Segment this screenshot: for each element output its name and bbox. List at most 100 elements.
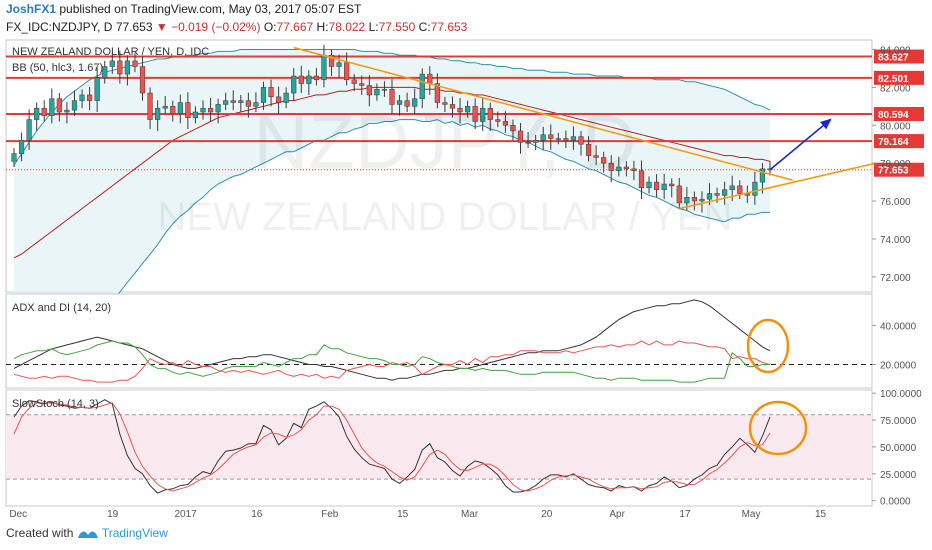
candle-body [533,140,539,143]
candle-body [56,98,62,113]
candle-body [495,119,501,122]
time-axis-label: 17 [679,509,691,520]
candle-body [245,100,251,107]
candle-body [427,73,433,84]
time-axis-label: 20 [541,509,553,520]
candle-body [313,75,319,81]
candle-body [510,125,516,132]
stoch-axis-label: 75.0000 [880,416,917,427]
candle-body [260,87,267,103]
price-level-tag [874,49,924,64]
adx-pane [5,293,873,389]
candle-body [71,100,78,111]
candle-body [465,106,471,113]
price-axis-label: 74.000 [880,235,911,246]
candle-body [238,100,244,103]
candle-body [41,107,47,117]
price-axis-label: 84.000 [880,45,911,56]
candle-body [18,140,25,154]
watermark-name: NEW ZEALAND DOLLAR / YEN [158,195,733,239]
time-axis-label: 2017 [174,509,197,520]
candle-body [49,98,55,117]
candle-body [487,107,493,120]
price-change: ▼ −0.019 (−0.02%) [155,20,261,34]
candle-body [608,162,614,171]
candle-body [366,85,372,96]
candle-body [185,102,191,118]
ohlc-open: O:77.667 [263,20,314,34]
candle-body [34,107,40,120]
candle-body [351,79,357,84]
author-name[interactable]: JoshFX1 [6,2,57,16]
candle-body [328,54,335,67]
candle-body [480,107,486,122]
candle-body [449,104,456,109]
candle-body [253,102,259,107]
price-axis-label: 80.000 [880,121,911,132]
created-with-text: Created with [6,526,74,540]
stoch-axis-label: 50.0000 [880,443,917,454]
candle-body [11,153,17,162]
candle-body [102,66,108,79]
tradingview-link[interactable]: TradingView [101,526,168,540]
candle-body [669,183,675,187]
candle-body [578,136,584,145]
stoch-band-fill [6,414,872,480]
candle-body [306,75,312,84]
price-axis-label: 72.000 [880,273,911,284]
candle-body [457,107,463,113]
ohlc-high: H:78.022 [316,20,366,34]
candle-body [26,119,32,141]
time-axis-label: 15 [397,509,409,520]
bb-lower-line [13,119,770,355]
candle-body [132,60,138,67]
candle-body [691,197,697,202]
time-axis-label: 15 [815,509,827,520]
adx-series-line [13,299,771,381]
candle-body [64,109,70,113]
candle-body [192,111,199,118]
adx-series-line [13,340,770,383]
time-axis-label: May [742,509,761,520]
price-level-tag [874,134,924,149]
candle-body [291,75,297,94]
candle-body [676,185,682,204]
projection-arrow [769,118,832,171]
ohlc-close: C:77.653 [418,20,468,34]
candle-body [570,136,577,141]
candle-body [124,60,130,75]
price-axis-label: 76.000 [880,197,911,208]
time-axis-label: Mar [461,509,479,520]
candle-body [412,98,418,107]
candle-body [170,106,176,115]
candle-body [759,168,766,183]
candle-body [442,102,448,105]
candle-body [661,183,667,190]
publish-line: JoshFX1 published on TradingView.com, Ma… [6,2,361,16]
price-level-label: 82.501 [878,74,909,85]
candle-body [638,170,645,189]
candle-body [555,138,561,140]
candle-body [706,193,713,200]
candle-body [109,60,115,67]
candle-body [737,185,743,194]
time-axis-label: Apr [609,509,625,520]
annotation-circle [748,400,808,456]
candle-body [540,134,546,141]
adx-axis-label: 20.0000 [880,361,917,372]
candle-body [722,189,728,196]
candle-body [117,60,123,75]
candle-body [623,166,629,170]
candle-body [374,89,380,96]
candle-body [684,197,690,204]
candle-body [646,181,652,189]
candle-body [525,142,531,144]
candle-body [162,106,168,109]
symbol-line: FX_IDC:NZDJPY, D 77.653 ▼ −0.019 (−0.02%… [6,20,467,34]
stoch-axis-label: 25.0000 [880,470,917,481]
candle-body [419,73,425,99]
candle-body [230,100,236,103]
candle-body [79,94,85,101]
